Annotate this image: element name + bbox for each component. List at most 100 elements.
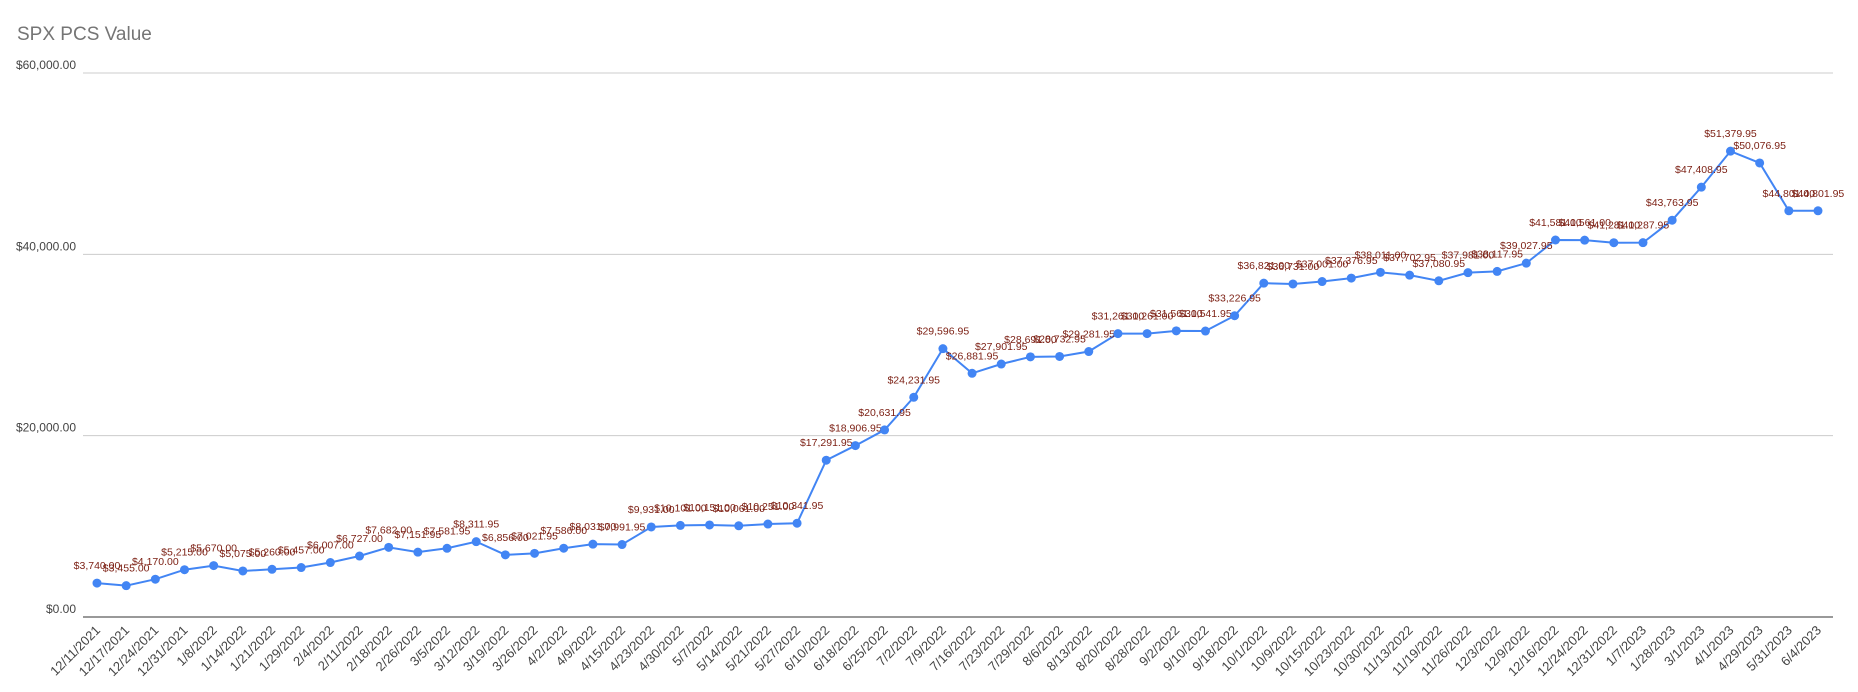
- point: [267, 564, 277, 574]
- point: [1667, 215, 1677, 225]
- data-label: $38,011.00: [1355, 249, 1407, 261]
- point: [938, 344, 948, 354]
- point: [1230, 311, 1240, 321]
- point: [209, 561, 219, 571]
- y-tick-label: $60,000.00: [16, 58, 76, 72]
- point: [705, 520, 715, 530]
- data-label: $27,901.95: [975, 341, 1028, 353]
- point: [559, 543, 569, 553]
- data-label: $50,076.95: [1733, 140, 1786, 152]
- data-label: $37,981.00: [1442, 250, 1495, 262]
- point: [1580, 235, 1590, 245]
- point: [1346, 273, 1356, 283]
- point: [1492, 266, 1502, 276]
- point: [1317, 277, 1327, 287]
- data-label: $6,727.00: [336, 533, 383, 545]
- data-label: $5,457.00: [278, 545, 325, 557]
- data-label: $31,561.00: [1150, 308, 1203, 320]
- point: [471, 537, 481, 547]
- data-label: $38,117.95: [1471, 248, 1523, 260]
- data-label: $28,732.95: [1033, 333, 1086, 345]
- point: [1813, 206, 1823, 216]
- point: [792, 518, 802, 528]
- point: [967, 368, 977, 378]
- point: [1434, 276, 1444, 286]
- data-label: $10,061.00: [712, 503, 765, 515]
- data-label: $18,906.95: [829, 423, 882, 435]
- point: [1259, 278, 1269, 288]
- data-label: $3,455.00: [103, 563, 150, 575]
- data-label: $10,341.95: [771, 500, 824, 512]
- point: [1288, 279, 1298, 289]
- data-label: $7,682.00: [365, 524, 412, 536]
- data-label: $3,740.00: [74, 560, 121, 572]
- point: [763, 519, 773, 529]
- point: [1609, 238, 1619, 248]
- point: [355, 551, 365, 561]
- point: [442, 543, 452, 553]
- data-label: $5,260.00: [249, 546, 296, 558]
- point: [1375, 267, 1385, 277]
- data-label: $37,001.00: [1296, 259, 1349, 271]
- data-label: $51,379.95: [1704, 128, 1757, 140]
- data-label: $41,287.95: [1617, 220, 1670, 232]
- data-label: $9,931.00: [628, 504, 675, 516]
- data-label: $17,291.95: [800, 437, 853, 449]
- data-label: $6,856.00: [482, 532, 529, 544]
- point: [1755, 158, 1765, 168]
- y-tick-label: $40,000.00: [16, 239, 76, 253]
- point: [384, 542, 394, 552]
- data-label: $10,251.00: [742, 501, 795, 513]
- data-label: $41,581.00: [1529, 217, 1582, 229]
- data-label: $36,731.00: [1267, 261, 1320, 273]
- data-label: $39,027.95: [1500, 240, 1553, 252]
- point: [1725, 146, 1735, 156]
- point: [1025, 352, 1035, 362]
- data-label: $6,007.00: [307, 540, 354, 552]
- point: [92, 578, 102, 588]
- point: [1142, 329, 1152, 339]
- data-label: $7,581.95: [424, 525, 471, 537]
- point: [1696, 182, 1706, 192]
- point: [1463, 268, 1473, 278]
- data-label: $37,080.95: [1413, 258, 1466, 270]
- point: [500, 550, 510, 560]
- point: [1784, 206, 1794, 216]
- data-label: $36,821.00: [1237, 260, 1290, 272]
- data-label: $26,881.95: [946, 350, 999, 362]
- data-label: $33,226.95: [1208, 293, 1261, 305]
- data-label: $5,215.00: [161, 547, 208, 559]
- data-label: $8,031.00: [570, 521, 617, 533]
- data-label: $8,311.95: [453, 519, 499, 531]
- data-label: $44,801.00: [1763, 188, 1816, 200]
- data-label: $41,281.00: [1588, 220, 1641, 232]
- point: [909, 392, 919, 402]
- point: [1521, 258, 1531, 268]
- data-label: $31,261.00: [1121, 311, 1174, 323]
- data-label: $28,691.00: [1004, 334, 1057, 346]
- data-label: $44,801.95: [1792, 188, 1845, 200]
- data-label: $47,408.95: [1675, 164, 1728, 176]
- point: [1171, 326, 1181, 336]
- point: [588, 539, 598, 549]
- data-label: $7,586.00: [540, 525, 587, 537]
- point: [238, 566, 248, 576]
- data-label: $29,281.95: [1062, 329, 1115, 341]
- data-label: $7,021.95: [511, 530, 558, 542]
- data-label: $37,702.95: [1383, 252, 1436, 264]
- chart-title: SPX PCS Value: [17, 24, 152, 45]
- point: [121, 581, 131, 591]
- point: [1084, 347, 1094, 357]
- point: [530, 548, 540, 558]
- point: [1200, 326, 1210, 336]
- point: [296, 563, 306, 573]
- point: [646, 522, 656, 532]
- data-label: $31,261.00: [1092, 311, 1145, 323]
- point: [1638, 238, 1648, 248]
- data-label: $31,541.95: [1179, 308, 1232, 320]
- point: [325, 558, 335, 568]
- point: [734, 521, 744, 531]
- point: [880, 425, 890, 435]
- point: [180, 565, 190, 575]
